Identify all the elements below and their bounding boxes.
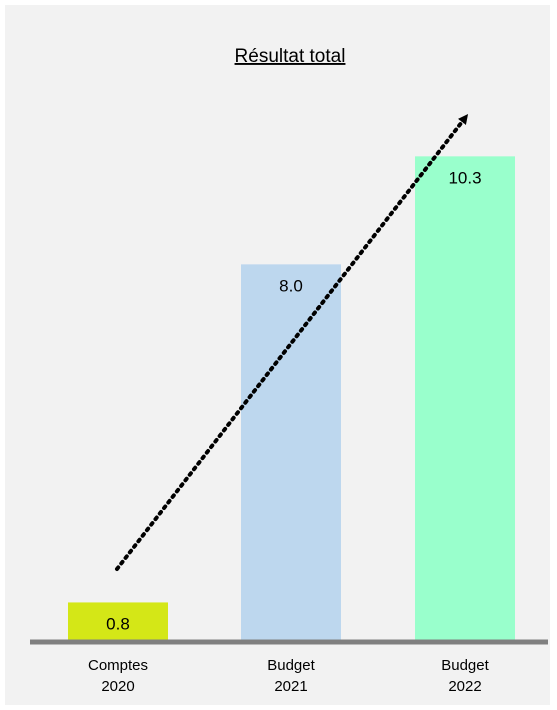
trend-arrow xyxy=(115,114,469,571)
chart-title: Résultat total xyxy=(235,46,346,67)
value-label-3: 10.3 xyxy=(448,168,481,187)
category-label-3-line-1: Budget xyxy=(441,657,489,674)
value-labels-group: 0.8 8.0 10.3 xyxy=(106,168,481,633)
value-label-1: 0.8 xyxy=(106,614,130,633)
category-label-2-line-1: Budget xyxy=(267,657,315,674)
category-label-3-line-2: 2022 xyxy=(448,678,481,695)
value-label-2: 8.0 xyxy=(279,276,303,295)
category-label-1-line-1: Comptes xyxy=(88,657,148,674)
category-labels-group: Comptes 2020 Budget 2021 Budget 2022 xyxy=(88,657,490,695)
category-label-2-line-2: 2021 xyxy=(274,678,307,695)
bars-group xyxy=(68,156,515,640)
bar-2 xyxy=(241,264,341,640)
category-label-1-line-2: 2020 xyxy=(101,678,134,695)
bar-1 xyxy=(68,602,168,640)
bar-3 xyxy=(415,156,515,640)
